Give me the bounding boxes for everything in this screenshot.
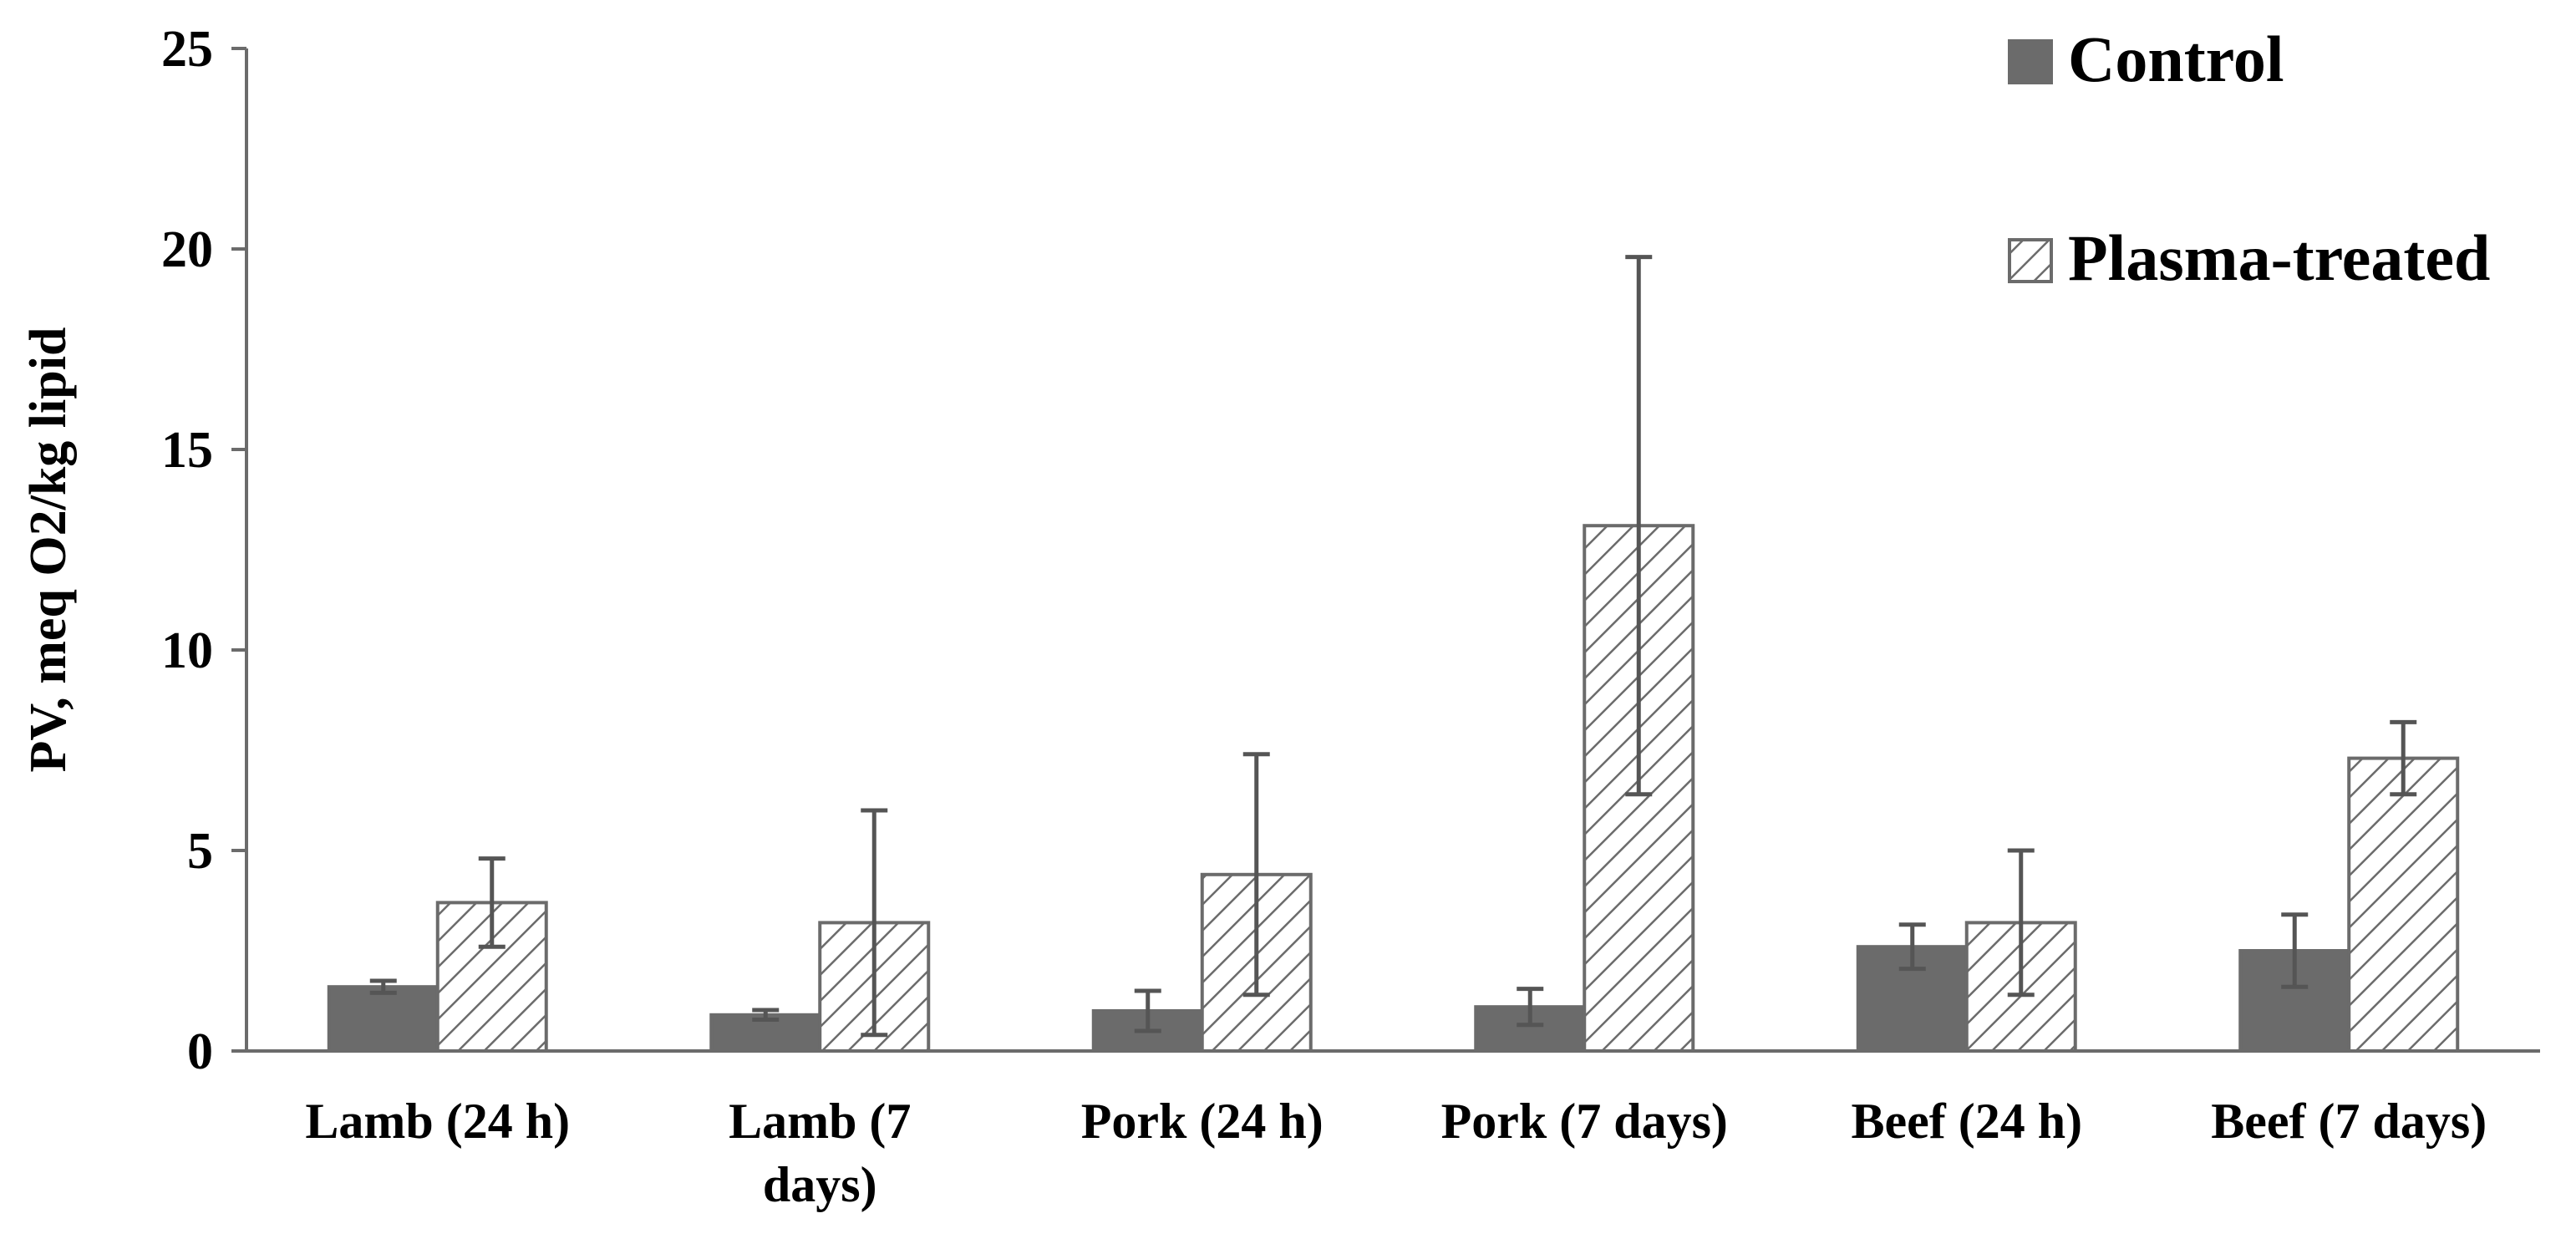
error-bar [2007,848,2035,998]
x-category-label-line: Lamb (24 h) [305,1094,570,1149]
error-bar [1134,988,1161,1033]
y-tick-label: 25 [161,21,213,78]
y-axis-title: PV, meq O2/kg lipid [20,327,77,773]
legend-swatch-control [2008,39,2053,84]
legend-swatch-plasma-treated [2008,238,2053,283]
axes [245,48,2540,1053]
bar-control [327,985,439,1053]
legend: Control Plasma-treated [2008,23,2490,294]
bars [327,524,2460,1053]
x-category-label-line: days) [763,1157,877,1212]
x-category-label: Lamb (7 days) [729,1094,911,1212]
x-category-label-line: Pork (24 h) [1081,1094,1324,1149]
error-bar [1625,255,1653,797]
x-category-label: Beef (7 days) [2211,1094,2487,1149]
error-bar [2390,719,2417,797]
legend-label-plasma-treated: Plasma-treated [2068,221,2490,294]
y-tick-label: 10 [161,622,213,679]
x-category-label: Lamb (24 h) [305,1094,570,1149]
x-category-label-line: Beef (7 days) [2211,1094,2487,1149]
x-category-label-line: Lamb (7 [729,1094,911,1149]
x-category-label: Pork (7 days) [1441,1094,1728,1149]
error-bar [861,808,888,1038]
error-bar [1898,922,1926,972]
y-tick-label: 5 [187,823,213,880]
x-category-label: Pork (24 h) [1081,1094,1324,1149]
x-category-label-line: Pork (7 days) [1441,1094,1728,1149]
y-tick-label: 0 [187,1023,213,1080]
error-bars [369,255,2417,1038]
y-axis-ticks: 0 5 10 15 20 25 [161,21,246,1080]
bar-plasma-treated [2347,756,2460,1053]
error-bar [752,1008,780,1023]
error-bar [369,978,397,995]
error-bar [1242,752,1270,998]
y-tick-label: 15 [161,422,213,479]
error-bar [2281,912,2309,989]
legend-label-control: Control [2068,23,2284,95]
x-axis-labels: Lamb (24 h) Lamb (7 days) Pork (24 h) Pork (… [305,1094,2487,1212]
error-bar [1517,987,1544,1028]
error-bar [478,856,506,949]
y-tick-label: 20 [161,221,213,278]
x-category-label: Beef (24 h) [1851,1094,2082,1149]
x-category-label-line: Beef (24 h) [1851,1094,2082,1149]
